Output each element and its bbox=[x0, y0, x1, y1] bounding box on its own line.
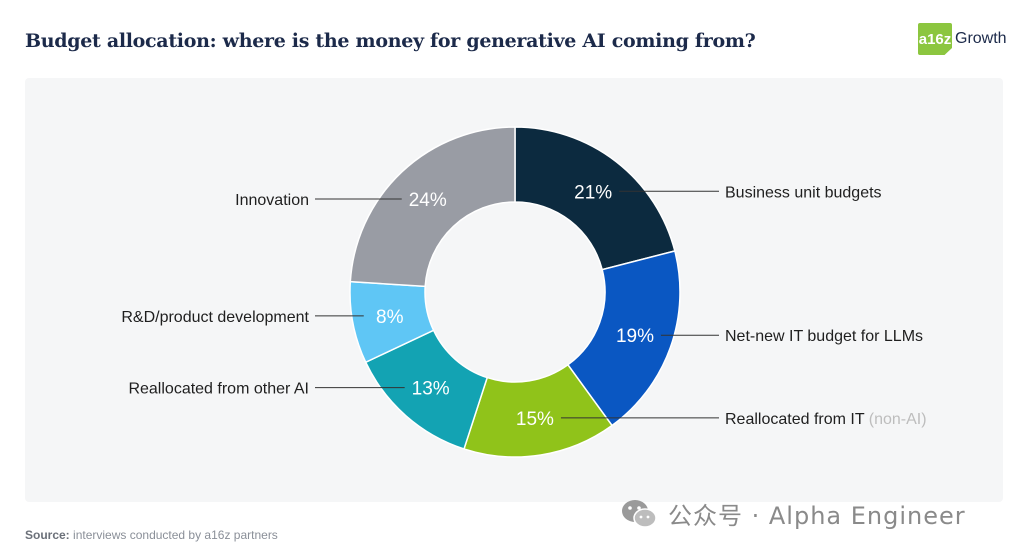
chart-panel: 21% Business unit budgets 19% Net-new IT bu… bbox=[25, 78, 1003, 502]
slice-percent-label: 13% bbox=[412, 379, 450, 400]
watermark: 公众号 · Alpha Engineer bbox=[620, 496, 966, 531]
slice-percent-label: 8% bbox=[376, 307, 404, 328]
donut-slice bbox=[514, 126, 676, 271]
slice-percent-label: 15% bbox=[516, 409, 554, 430]
donut-slice bbox=[566, 250, 681, 427]
slice-category-label: Innovation bbox=[235, 192, 309, 209]
logo-wordmark: Growth bbox=[955, 30, 1007, 47]
source-text: interviews conducted by a16z partners bbox=[73, 528, 278, 542]
slice-percent-label: 24% bbox=[409, 190, 447, 211]
donut-chart: 21% Business unit budgets 19% Net-new IT bu… bbox=[121, 126, 927, 458]
slice-percent-label: 21% bbox=[574, 182, 612, 203]
donut-slice bbox=[349, 126, 516, 288]
slice-category-label: R&D/product development bbox=[121, 309, 309, 326]
wechat-icon bbox=[622, 499, 657, 528]
source-label: Source: bbox=[25, 528, 70, 542]
page-title: Budget allocation: where is the money fo… bbox=[25, 30, 756, 52]
slice-category-label: Business unit budgets bbox=[725, 184, 882, 201]
source-note: Source: interviews conducted by a16z par… bbox=[25, 528, 278, 542]
slice-category-label: Reallocated from IT (non-AI) bbox=[725, 411, 927, 428]
watermark-text: 公众号 · Alpha Engineer bbox=[668, 502, 966, 530]
slice-category-label: Reallocated from other AI bbox=[128, 381, 309, 398]
a16z-growth-logo: a16z Growth bbox=[918, 22, 1007, 56]
a16z-logo-mark: a16z bbox=[918, 23, 952, 55]
slice-category-label: Net-new IT budget for LLMs bbox=[725, 328, 923, 345]
slice-percent-label: 19% bbox=[616, 326, 654, 347]
